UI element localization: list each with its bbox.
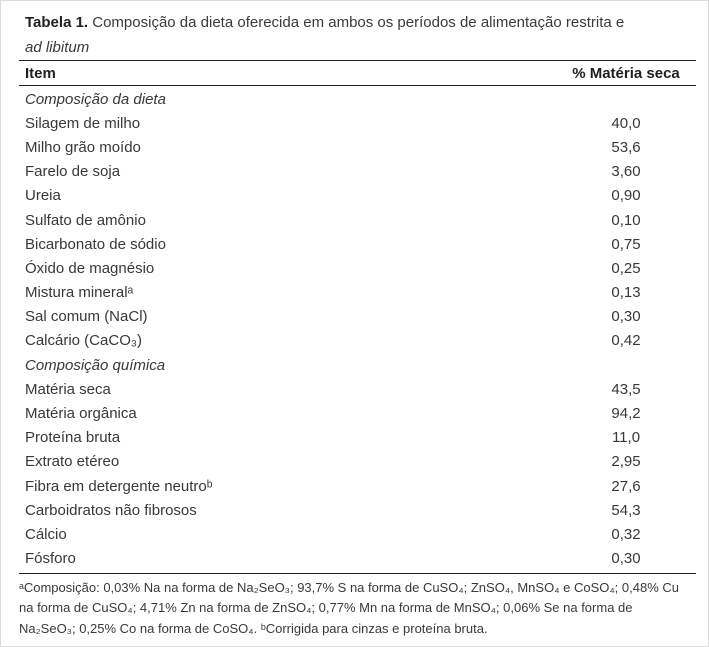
row-value: 0,30 <box>611 550 641 568</box>
row-label: Matéria seca <box>25 380 111 398</box>
table-row: Cálcio 0,32 <box>19 522 696 546</box>
row-label: Bicarbonato de sódio <box>25 235 166 253</box>
table-row: Óxido de magnésio 0,25 <box>19 256 696 280</box>
table-row: Extrato etéreo 2,95 <box>19 450 696 474</box>
table-row: Bicarbonato de sódio 0,75 <box>19 232 696 256</box>
row-label: Cálcio <box>25 525 67 543</box>
row-label: Extrato etéreo <box>25 453 120 471</box>
table-row: Mistura mineralᵃ 0,13 <box>19 281 696 305</box>
row-value: 27,6 <box>611 477 641 495</box>
table-caption: Tabela 1. Composição da dieta oferecida … <box>25 10 685 60</box>
table-caption-label: Tabela 1. <box>25 14 89 31</box>
row-value: 0,10 <box>611 211 641 229</box>
row-label: Milho grão moído <box>25 138 141 156</box>
row-value: 0,30 <box>611 308 641 326</box>
table-row: Matéria orgânica 94,2 <box>19 401 696 425</box>
table-row: Sal comum (NaCl) 0,30 <box>19 305 696 329</box>
table-row: Fósforo 0,30 <box>19 547 696 571</box>
row-value: 2,95 <box>611 453 641 471</box>
row-value: 11,0 <box>611 429 641 447</box>
table-caption-text: Composição da dieta oferecida em ambos o… <box>88 14 625 31</box>
row-label: Matéria orgânica <box>25 405 137 423</box>
row-label: Composição da dieta <box>25 90 166 108</box>
row-label: Proteína bruta <box>25 429 121 447</box>
row-label: Calcário (CaCO₃) <box>25 332 142 350</box>
row-value: 0,32 <box>611 525 641 543</box>
row-label: Ureia <box>25 187 61 205</box>
row-value: 0,42 <box>611 332 641 350</box>
row-value: 54,3 <box>611 501 641 519</box>
row-label: Composição química <box>25 356 166 374</box>
row-label: Sulfato de amônio <box>25 211 146 229</box>
diet-composition-table: Item % Matéria seca Composição da dieta … <box>19 60 696 574</box>
row-label: Silagem de milho <box>25 114 141 132</box>
row-value: 3,60 <box>611 163 641 181</box>
row-value: 0,25 <box>611 259 641 277</box>
table-row: Ureia 0,90 <box>19 184 696 208</box>
row-label: Farelo de soja <box>25 163 121 181</box>
column-header-item: Item <box>25 64 56 82</box>
row-value: 53,6 <box>611 138 641 156</box>
row-value: 0,13 <box>611 284 641 302</box>
row-value: 94,2 <box>611 405 641 423</box>
table-row: Matéria seca 43,5 <box>19 377 696 401</box>
table-row: Sulfato de amônio 0,10 <box>19 208 696 232</box>
row-label: Fósforo <box>25 550 76 568</box>
table-caption-italic: ad libitum <box>25 39 90 56</box>
table-footnote: ᵃComposição: 0,03% Na na forma de Na₂SeO… <box>19 579 679 636</box>
row-value: 43,5 <box>611 380 641 398</box>
table-row: Milho grão moído 53,6 <box>19 135 696 159</box>
table-row: Calcário (CaCO₃) 0,42 <box>19 329 696 353</box>
table-row: Silagem de milho 40,0 <box>19 111 696 135</box>
row-label: Sal comum (NaCl) <box>25 308 148 326</box>
row-value: 0,90 <box>611 187 641 205</box>
table-body: Composição da dieta Silagem de milho 40,… <box>19 86 696 574</box>
table-section-row: Composição da dieta <box>19 87 696 111</box>
row-value: 40,0 <box>611 114 641 132</box>
row-label: Mistura mineralᵃ <box>25 284 134 302</box>
table-header-row: Item % Matéria seca <box>19 60 696 86</box>
row-label: Óxido de magnésio <box>25 259 155 277</box>
row-value: 0,75 <box>611 235 641 253</box>
table-row: Proteína bruta 11,0 <box>19 426 696 450</box>
table-row: Farelo de soja 3,60 <box>19 160 696 184</box>
column-header-value: % Matéria seca <box>572 64 680 82</box>
row-label: Carboidratos não fibrosos <box>25 501 197 519</box>
table-row: Fibra em detergente neutroᵇ 27,6 <box>19 474 696 498</box>
table-section-row: Composição química <box>19 353 696 377</box>
row-label: Fibra em detergente neutroᵇ <box>25 477 213 495</box>
table-row: Carboidratos não fibrosos 54,3 <box>19 498 696 522</box>
